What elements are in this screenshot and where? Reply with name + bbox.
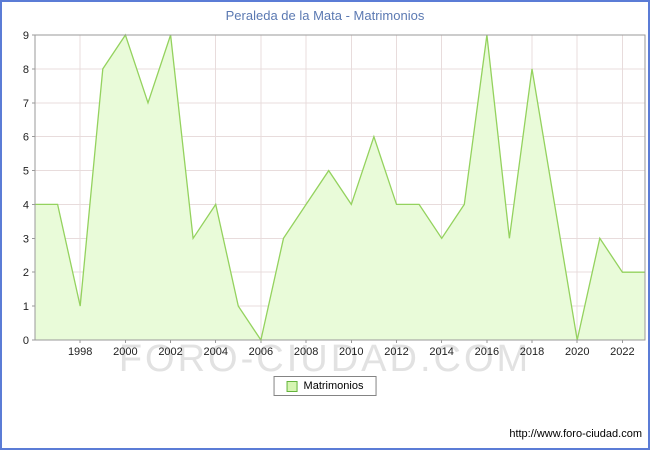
x-tick-label: 2004 <box>203 346 227 358</box>
y-tick-label: 1 <box>23 301 29 313</box>
x-tick-label: 2018 <box>520 346 544 358</box>
x-tick-label: 2006 <box>249 346 273 358</box>
chart-title: Peraleda de la Mata - Matrimonios <box>225 8 425 23</box>
x-tick-label: 2020 <box>565 346 589 358</box>
y-tick-label: 4 <box>23 199 29 211</box>
legend: Matrimonios <box>273 376 377 396</box>
y-tick-label: 7 <box>23 98 29 110</box>
x-tick-label: 2012 <box>384 346 408 358</box>
x-tick-label: 2008 <box>294 346 318 358</box>
x-tick-label: 2002 <box>158 346 182 358</box>
y-tick-label: 3 <box>23 233 29 245</box>
legend-label: Matrimonios <box>303 380 364 392</box>
x-tick-label: 2014 <box>429 346 453 358</box>
legend-swatch-icon <box>286 380 298 392</box>
x-tick-label: 2022 <box>610 346 634 358</box>
footer-url: http://www.foro-ciudad.com <box>509 428 642 440</box>
x-tick-label: 2000 <box>113 346 137 358</box>
area-line <box>35 33 645 342</box>
x-tick-label: 2010 <box>339 346 363 358</box>
y-tick-label: 2 <box>23 267 29 279</box>
x-tick-label: 2016 <box>475 346 499 358</box>
y-tick-label: 5 <box>23 166 29 178</box>
plot-frame <box>34 34 646 341</box>
y-tick-label: 6 <box>23 132 29 144</box>
y-tick-label: 9 <box>23 30 29 42</box>
x-tick-label: 1998 <box>68 346 92 358</box>
y-tick-label: 0 <box>23 335 29 347</box>
y-tick-label: 8 <box>23 64 29 76</box>
